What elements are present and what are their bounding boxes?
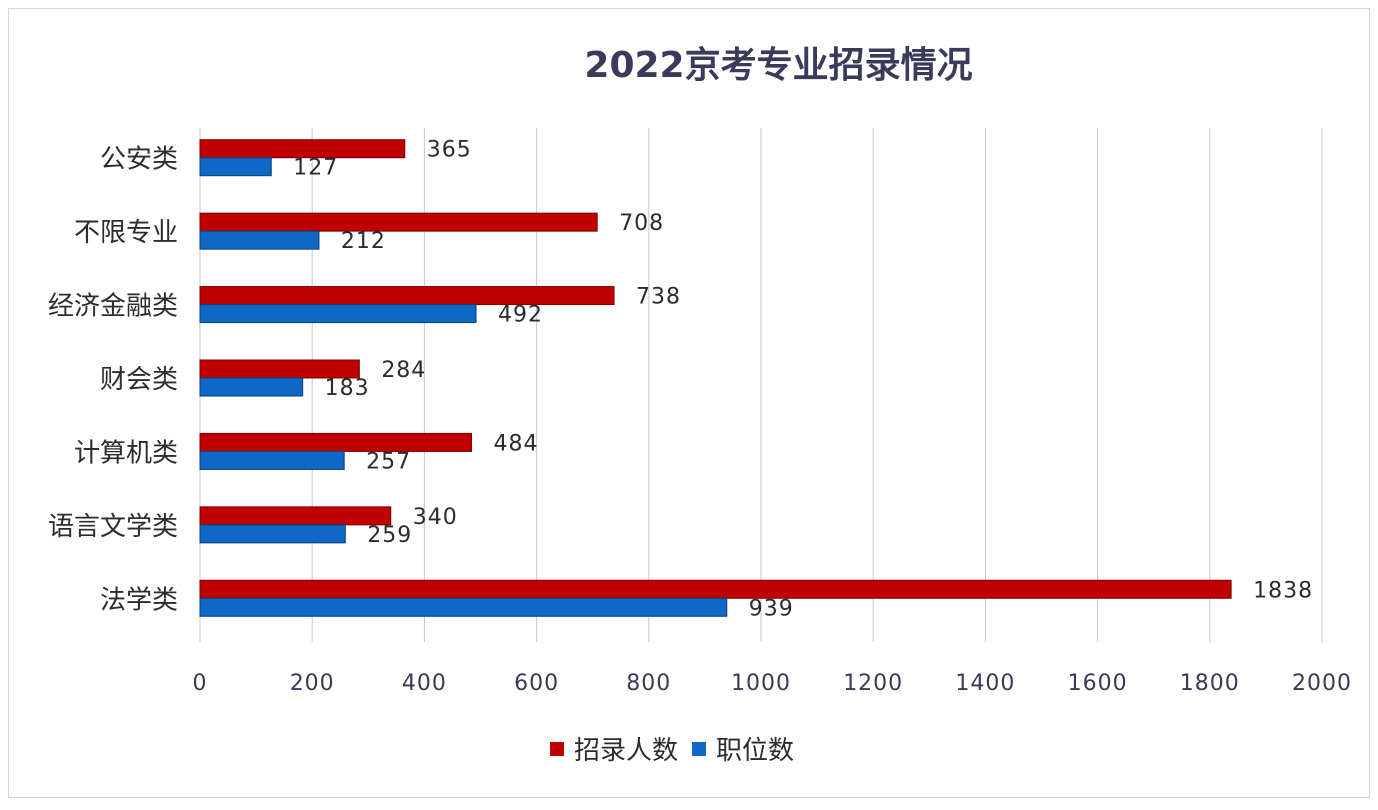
data-label-positions: 183 (325, 376, 370, 401)
category-label: 公安类 (100, 145, 178, 175)
bar-recruits (199, 139, 406, 159)
legend-swatch-recruits (550, 741, 564, 756)
x-tick-label: 1000 (731, 671, 791, 696)
bar-recruits (199, 506, 392, 526)
bar-positions (199, 597, 728, 617)
x-tick-label: 2000 (1292, 671, 1352, 696)
data-label-positions: 257 (366, 449, 411, 474)
data-label-recruits: 1838 (1253, 578, 1313, 603)
legend-item-positions: 职位数 (692, 730, 794, 767)
legend-label-recruits: 招录人数 (574, 736, 679, 766)
x-tick-label: 400 (402, 671, 447, 696)
bar-positions (199, 304, 477, 324)
x-tick-label: 600 (514, 671, 559, 696)
legend-item-recruits: 招录人数 (550, 730, 678, 767)
data-label-positions: 259 (367, 523, 412, 548)
bar-recruits (199, 579, 1232, 599)
data-label-positions: 939 (749, 596, 794, 621)
category-label: 财会类 (100, 365, 178, 395)
data-label-positions: 492 (498, 303, 543, 328)
legend-swatch-positions (692, 741, 707, 756)
legend-label-positions: 职位数 (716, 736, 795, 766)
category-label: 法学类 (100, 585, 178, 615)
x-tick-label: 0 (193, 671, 208, 696)
bar-recruits (199, 212, 598, 232)
x-tick-label: 200 (290, 671, 335, 696)
data-label-recruits: 365 (427, 138, 472, 163)
bar-positions (199, 157, 272, 177)
x-tick-label: 1600 (1068, 671, 1128, 696)
data-label-positions: 127 (293, 156, 338, 181)
category-label: 计算机类 (74, 438, 178, 468)
chart-title: 2022京考专业招录情况 (584, 45, 973, 86)
x-tick-label: 800 (626, 671, 671, 696)
bar-positions (199, 450, 345, 470)
category-label: 不限专业 (74, 218, 178, 248)
category-label: 经济金融类 (48, 292, 178, 322)
data-label-recruits: 484 (494, 431, 539, 456)
bar-recruits (199, 286, 615, 306)
data-label-recruits: 340 (413, 505, 458, 530)
bar-positions (199, 377, 304, 397)
data-label-recruits: 284 (381, 358, 426, 383)
x-tick-label: 1400 (955, 671, 1015, 696)
data-label-recruits: 708 (619, 211, 664, 236)
data-label-recruits: 738 (636, 285, 681, 310)
data-label-positions: 212 (341, 229, 386, 254)
x-tick-label: 1800 (1180, 671, 1240, 696)
bar-recruits (199, 432, 473, 452)
bar-positions (199, 524, 346, 544)
category-label: 语言文学类 (48, 512, 178, 542)
x-tick-label: 1200 (843, 671, 903, 696)
bar-positions (199, 230, 320, 250)
legend: 招录人数 职位数 (550, 730, 808, 767)
